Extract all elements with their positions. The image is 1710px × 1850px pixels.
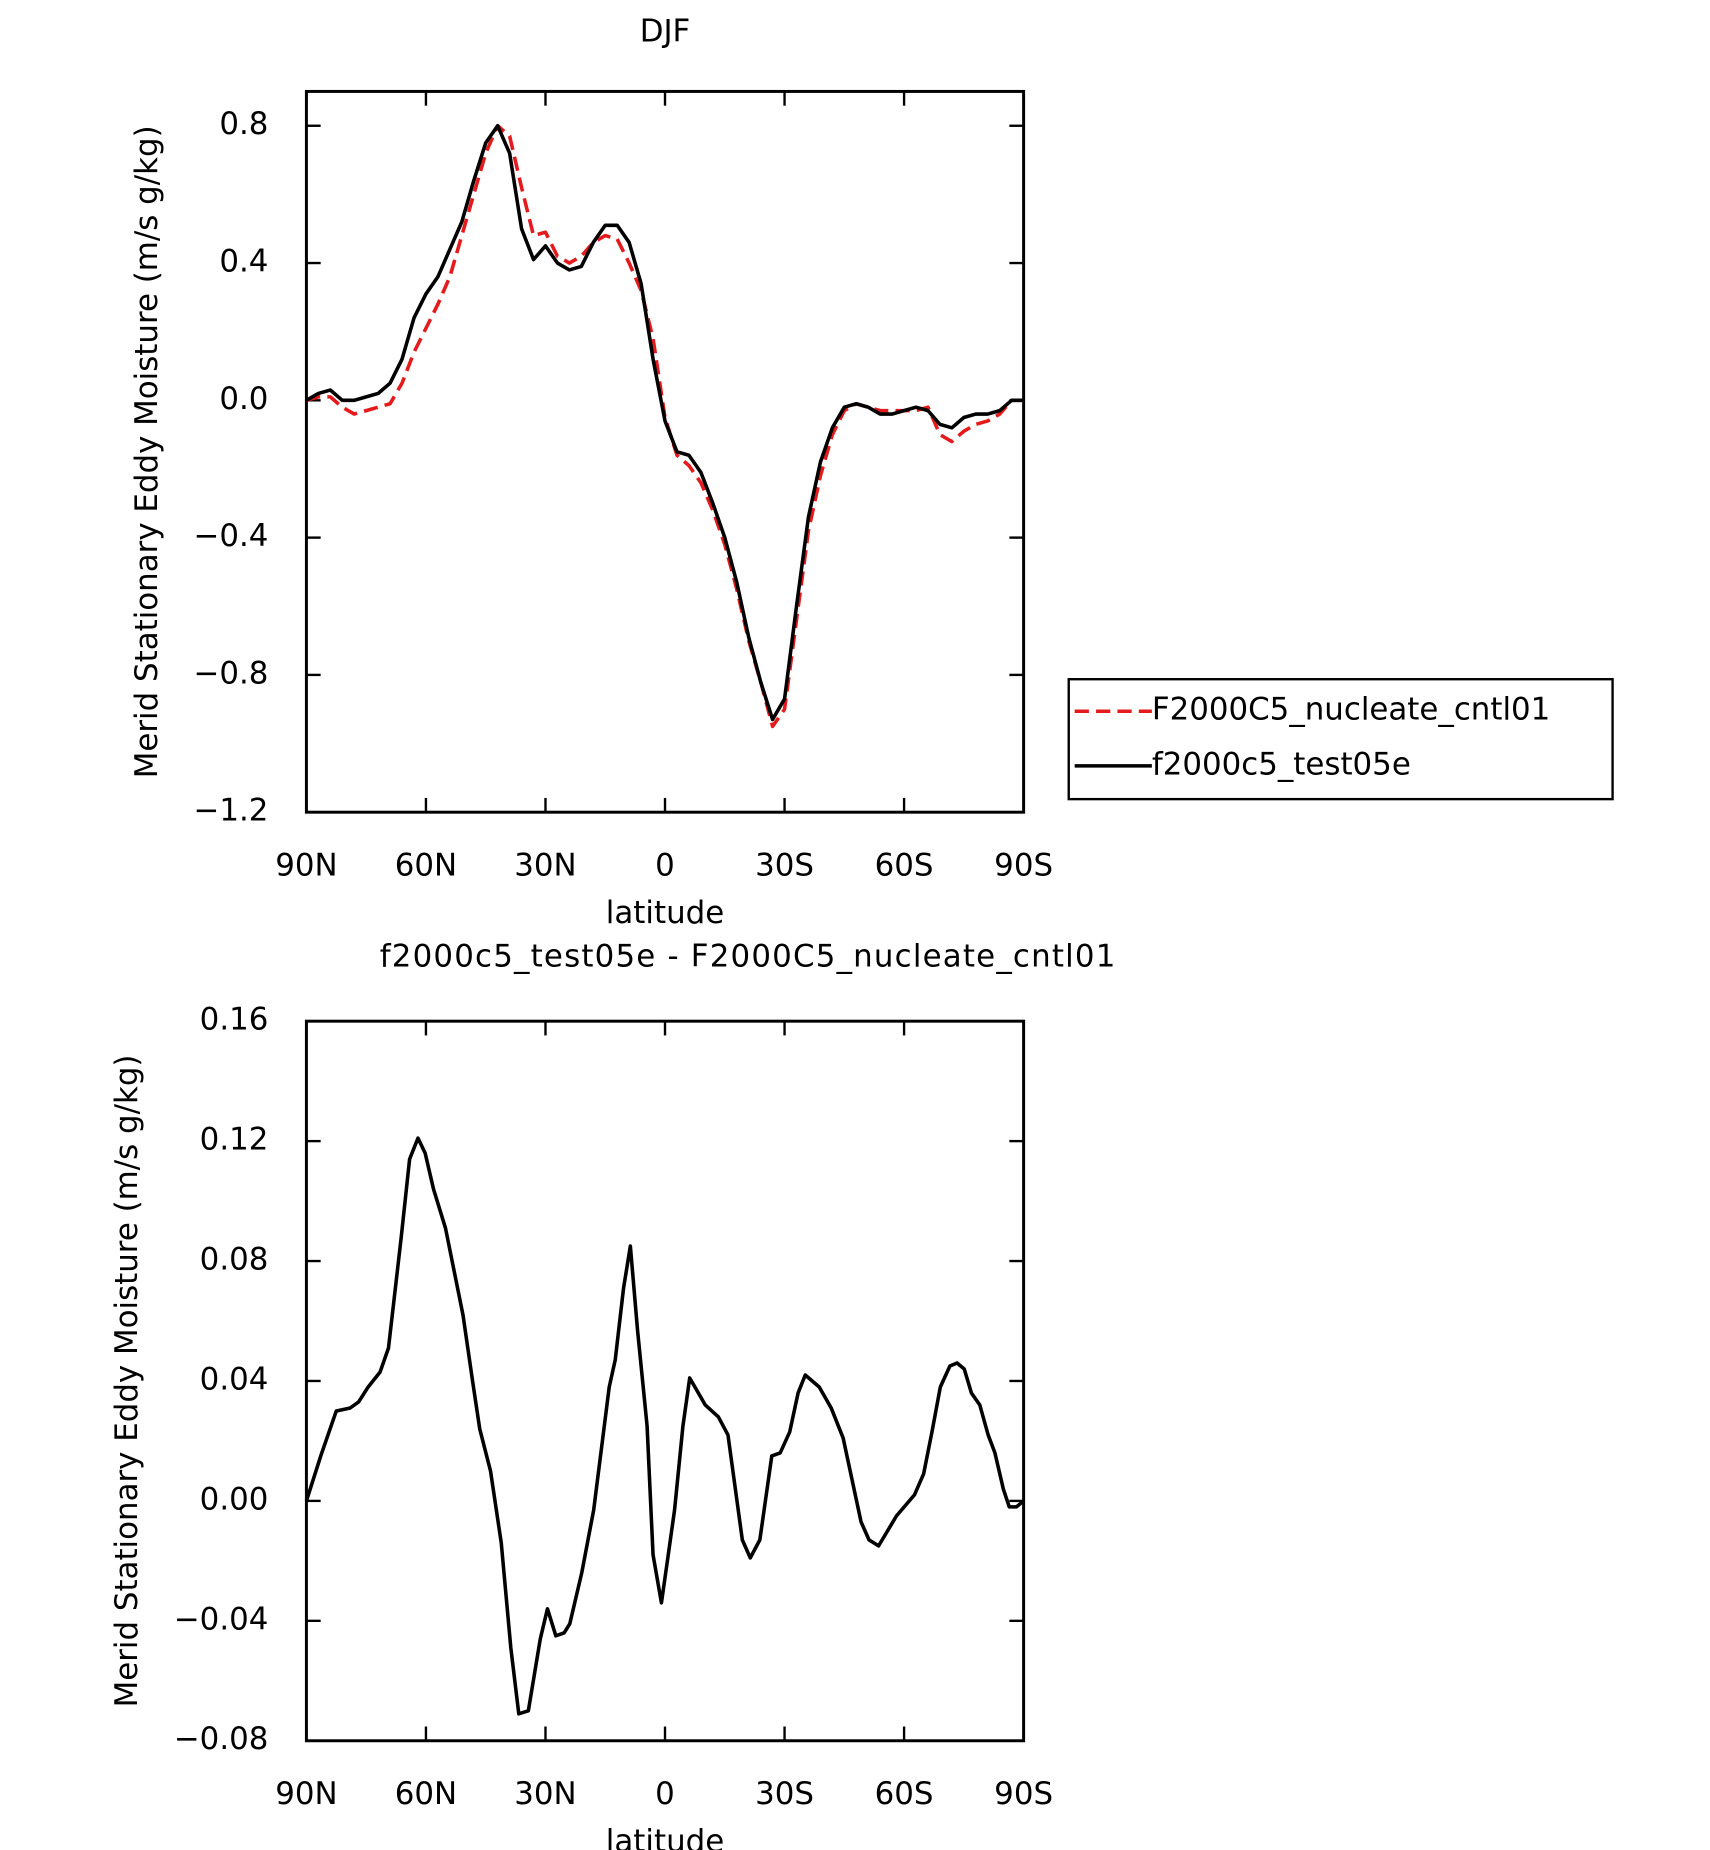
x-axis-label: latitude <box>606 1823 724 1850</box>
legend-label: F2000C5_nucleate_cntl01 <box>1152 692 1550 728</box>
legend-box <box>1067 678 1614 801</box>
plot-frame <box>304 1019 1026 1743</box>
x-tick-label: 60N <box>395 847 457 883</box>
x-tick-label: 90S <box>994 1776 1053 1812</box>
x-tick-label: 60S <box>875 847 934 883</box>
x-tick-label: 30S <box>755 1776 814 1812</box>
y-tick-label: 0.8 <box>219 106 268 142</box>
x-tick-label: 90N <box>275 847 337 883</box>
y-tick-label: 0.04 <box>200 1361 269 1397</box>
x-tick-label: 90S <box>994 847 1053 883</box>
y-tick-label: −0.08 <box>174 1721 269 1757</box>
y-tick-label: 0.4 <box>219 244 268 280</box>
x-tick-label: 60N <box>395 1776 457 1812</box>
chart-title: DJF <box>640 14 691 50</box>
y-tick-label: −1.2 <box>193 793 268 829</box>
chart-title: f2000c5_test05e - F2000C5_nucleate_cntl0… <box>380 939 1117 975</box>
y-tick-label: 0.0 <box>219 381 268 417</box>
data-line <box>304 1136 1025 1716</box>
y-tick-label: −0.4 <box>193 518 268 554</box>
x-tick-label: 30N <box>514 1776 576 1812</box>
x-axis-label: latitude <box>606 895 724 931</box>
y-tick-label: −0.8 <box>193 655 268 691</box>
y-axis-label: Merid Stationary Eddy Moisture (m/s g/kg… <box>109 1055 145 1708</box>
data-line <box>305 123 1024 729</box>
y-tick-label: 0.12 <box>200 1122 269 1158</box>
y-tick-label: 0.00 <box>200 1481 269 1517</box>
legend-label: f2000c5_test05e <box>1152 746 1411 782</box>
x-tick-label: 0 <box>655 847 675 883</box>
x-tick-label: 30S <box>755 847 814 883</box>
plot-frame <box>304 89 1026 814</box>
y-tick-label: 0.16 <box>200 1002 269 1038</box>
x-tick-label: 60S <box>875 1776 934 1812</box>
x-tick-label: 30N <box>514 847 576 883</box>
y-tick-label: −0.04 <box>174 1601 269 1637</box>
x-tick-label: 0 <box>655 1776 675 1812</box>
y-tick-label: 0.08 <box>200 1242 269 1278</box>
x-tick-label: 90N <box>275 1776 337 1812</box>
data-line <box>305 123 1024 722</box>
y-axis-label: Merid Stationary Eddy Moisture (m/s g/kg… <box>129 125 165 778</box>
